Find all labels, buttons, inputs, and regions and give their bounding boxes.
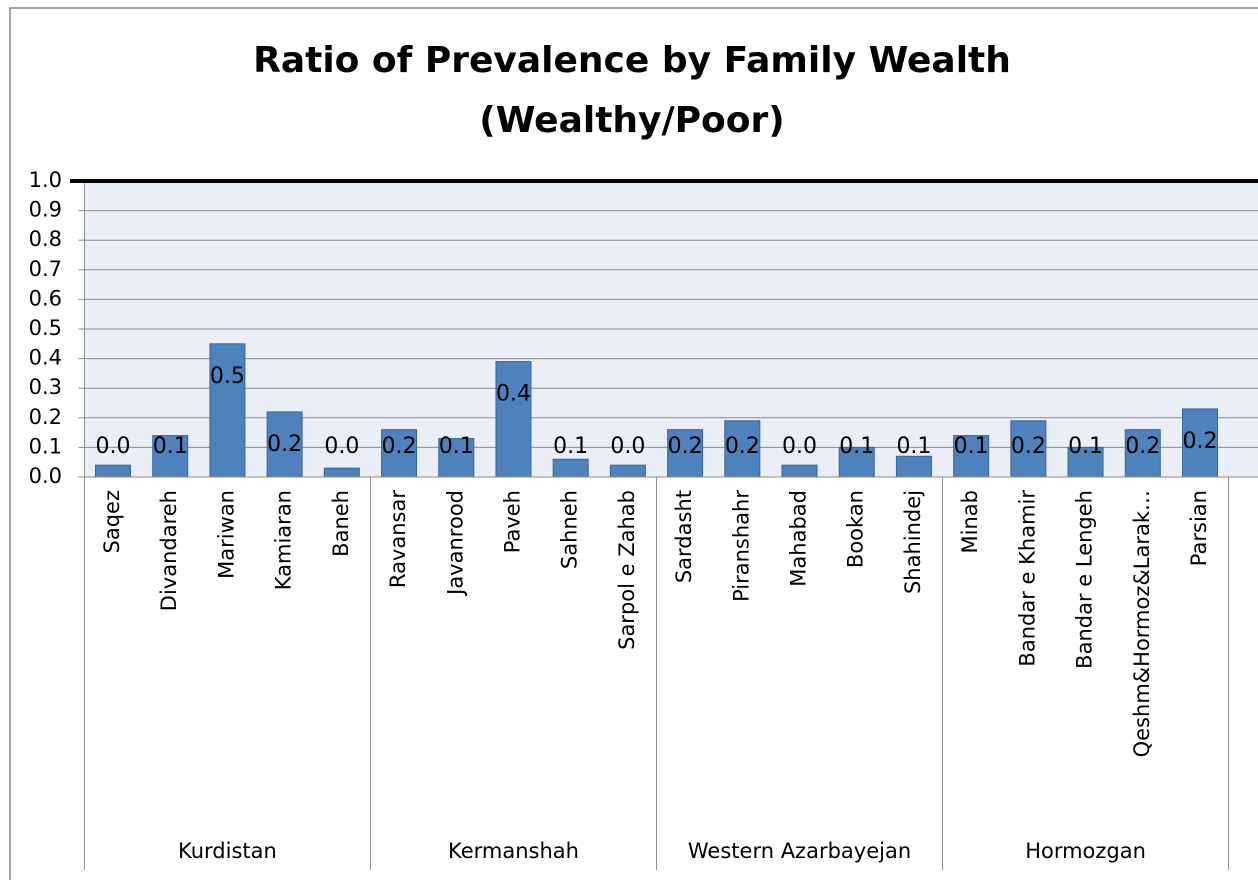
x-tick-label: Mahabad [787,490,811,587]
bar [209,343,246,478]
x-tick-label: Mariwan [214,490,238,579]
value-label: 0.2 [725,434,760,459]
bar [323,467,360,478]
y-tick-label: 1.0 [29,168,62,192]
bar [781,464,818,478]
x-tick-label: Javanrood [443,490,467,597]
group-label: Western Azarbayejan [688,839,911,863]
value-label: 0.4 [496,382,531,407]
x-tick-label: Qeshm&Hormoz&Larak… [1130,490,1154,757]
group-label: Hormozgan [1025,839,1146,863]
x-tick-label: Ravansar [386,490,410,588]
y-tick-label: 0.6 [29,286,62,310]
x-tick-label: Divandareh [157,490,181,611]
value-label: 0.0 [782,434,817,459]
value-label: 0.1 [1068,434,1103,459]
value-label: 0.1 [954,434,989,459]
value-label: 0.1 [896,434,931,459]
x-tick-label: Sarpol e Zahab [615,490,639,650]
y-tick-label: 0.5 [29,316,62,340]
value-label: 0.0 [610,434,645,459]
value-label: 0.0 [96,434,131,459]
bar [1124,429,1161,478]
y-tick-label: 0.3 [29,375,62,399]
value-label: 0.1 [553,434,588,459]
value-label: 0.2 [1182,429,1217,454]
bar [1181,408,1218,478]
x-tick-label: Sahneh [558,490,582,569]
value-label: 0.0 [324,434,359,459]
x-tick-label: Sardasht [672,490,696,583]
x-tick-label: Saqez [100,490,124,553]
x-tick-label: Piranshahr [729,490,753,602]
bar [1010,420,1047,478]
y-tick-label: 0.1 [29,434,62,458]
x-tick-label: Parsian [1187,490,1211,566]
value-label: 0.1 [839,434,874,459]
bar [609,464,646,478]
bar [667,429,704,478]
value-label: 0.2 [1125,434,1160,459]
group-label: Kermanshah [448,839,579,863]
bar [152,435,189,478]
value-label: 0.5 [210,364,245,389]
value-label: 0.2 [382,434,417,459]
bar [895,455,932,478]
x-tick-label: Bookan [844,490,868,568]
y-tick-label: 0.2 [29,405,62,429]
y-tick-label: 0.8 [29,227,62,251]
y-tick-label: 0.7 [29,257,62,281]
bar [552,458,589,478]
x-tick-label: Baneh [329,490,353,557]
bar [495,361,532,478]
x-tick-label: Bandar e Lengeh [1073,490,1097,669]
x-tick-label: Kamiaran [272,490,296,590]
group-label: Kurdistan [178,839,277,863]
y-tick-label: 0.0 [29,464,62,488]
x-tick-label: Minab [958,490,982,553]
chart-title: Ratio of Prevalence by Family Wealth [253,40,1011,81]
x-tick-label: Shahindej [901,490,925,594]
bar [438,438,475,478]
value-label: 0.1 [439,434,474,459]
bar [953,435,990,478]
value-label: 0.1 [153,434,188,459]
chart-title: (Wealthy/Poor) [479,100,784,141]
bar [95,464,132,478]
x-tick-label: Paveh [500,490,524,553]
value-label: 0.2 [1011,434,1046,459]
value-label: 0.2 [668,434,703,459]
bar [266,411,303,478]
y-tick-label: 0.9 [29,198,62,222]
value-label: 0.2 [267,432,302,457]
y-tick-label: 0.4 [29,346,62,370]
x-tick-label: Bandar e Khamir [1015,490,1039,667]
